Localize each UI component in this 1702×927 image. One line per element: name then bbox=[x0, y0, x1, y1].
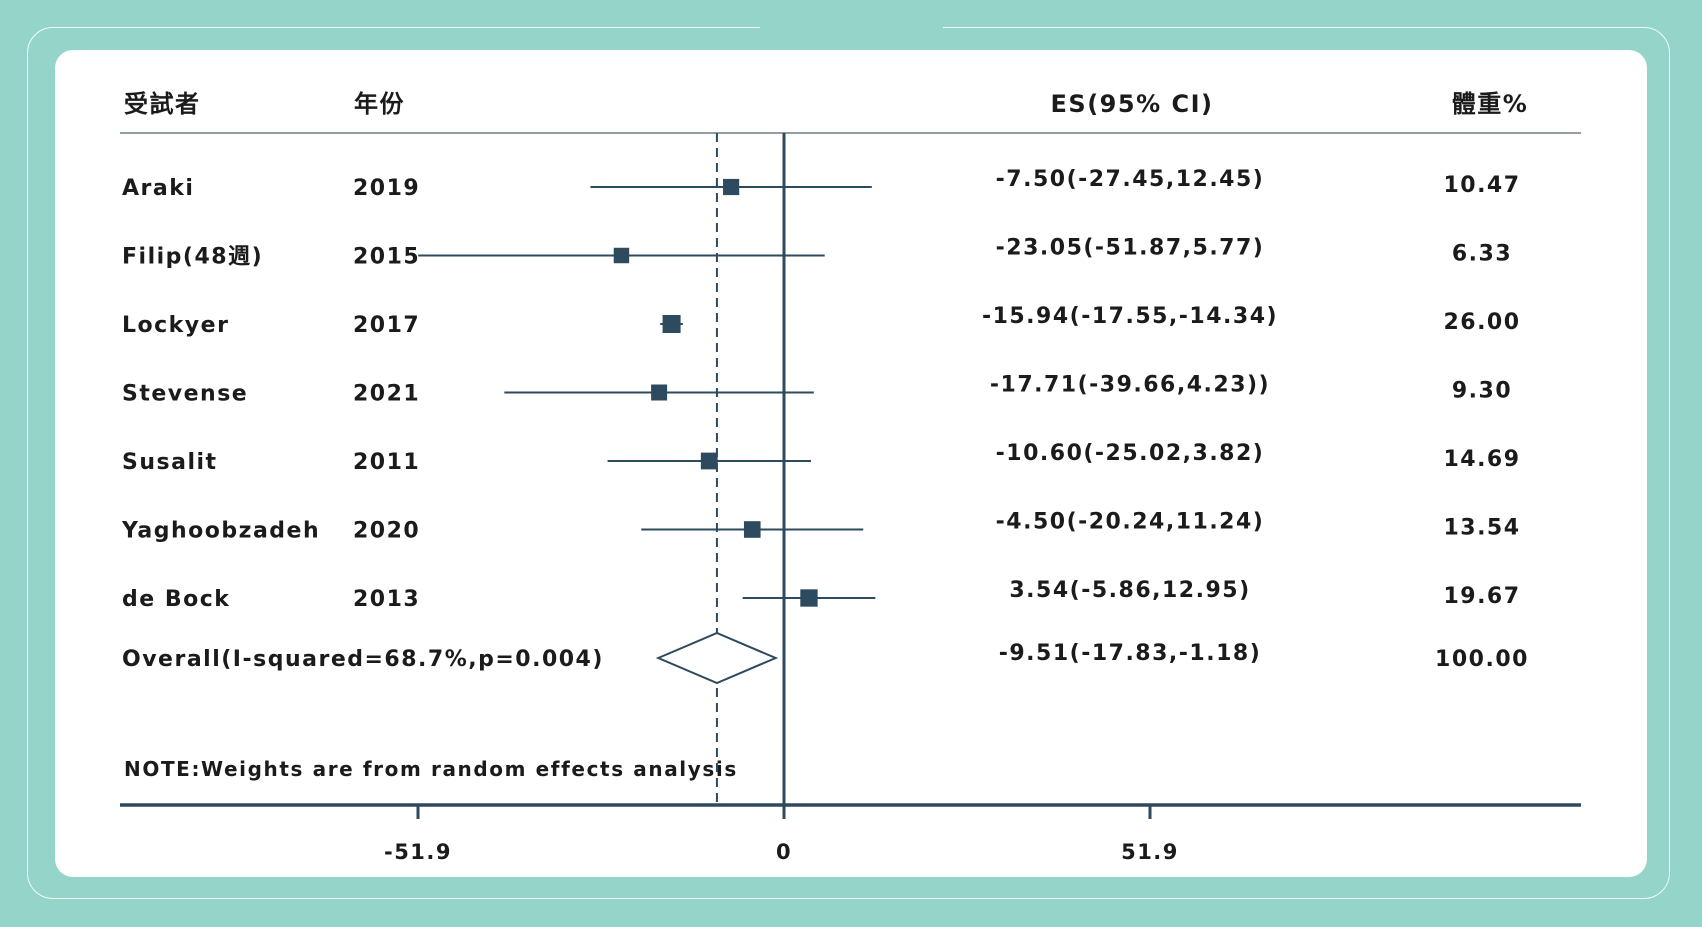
study-name: Susalit bbox=[122, 450, 218, 475]
study-name: Yaghoobzadeh bbox=[121, 519, 320, 544]
rows-layer: Araki 2019 -7.50(-27.45,12.45) 10.47 Filip(4… bbox=[121, 167, 1529, 685]
study-year: 2015 bbox=[353, 245, 420, 270]
weight-percent: 9.30 bbox=[1452, 379, 1512, 404]
header-study: 受試者 bbox=[124, 90, 201, 118]
study-row: Araki 2019 -7.50(-27.45,12.45) 10.47 bbox=[122, 167, 1520, 201]
header-es: ES(95% CI) bbox=[1051, 90, 1214, 118]
effect-size-ci-text: -7.50(-27.45,12.45) bbox=[996, 167, 1265, 192]
x-tick-label-1: 0 bbox=[776, 840, 792, 864]
weights-note: NOTE:Weights are from random effects ana… bbox=[124, 757, 738, 781]
effect-size-marker bbox=[662, 315, 681, 333]
weight-percent: 14.69 bbox=[1443, 447, 1520, 472]
study-name: Filip(48週) bbox=[122, 245, 263, 270]
study-row: de Bock 2013 3.54(-5.86,12.95) 19.67 bbox=[122, 578, 1520, 612]
study-row: Stevense 2021 -17.71(-39.66,4.23)) 9.30 bbox=[122, 373, 1512, 407]
study-name: Araki bbox=[122, 176, 194, 201]
study-year: 2021 bbox=[353, 382, 420, 407]
effect-size-marker bbox=[743, 521, 761, 538]
weight-percent: 6.33 bbox=[1452, 242, 1512, 267]
study-name: Lockyer bbox=[122, 313, 229, 338]
study-name: de Bock bbox=[122, 587, 230, 612]
weight-percent: 19.67 bbox=[1443, 584, 1520, 609]
effect-size-marker bbox=[651, 384, 668, 401]
study-name: Stevense bbox=[122, 382, 248, 407]
effect-size-marker bbox=[800, 589, 818, 607]
overall-weight-percent: 100.00 bbox=[1435, 647, 1529, 672]
weight-percent: 13.54 bbox=[1443, 516, 1520, 541]
study-year: 2020 bbox=[353, 519, 420, 544]
overall-label: Overall(I-squared=68.7%,p=0.004) bbox=[122, 647, 604, 672]
overall-row: Overall(I-squared=68.7%,p=0.004) -9.51(-1… bbox=[122, 631, 1529, 685]
study-row: Susalit 2011 -10.60(-25.02,3.82) 14.69 bbox=[122, 441, 1520, 475]
study-year: 2017 bbox=[353, 313, 420, 338]
overall-diamond bbox=[655, 631, 779, 685]
overall-effect-size-ci-text: -9.51(-17.83,-1.18) bbox=[999, 641, 1262, 666]
header-weight: 體重% bbox=[1452, 90, 1529, 118]
study-year: 2011 bbox=[353, 450, 420, 475]
study-year: 2019 bbox=[353, 176, 420, 201]
effect-size-ci-text: -23.05(-51.87,5.77) bbox=[996, 236, 1265, 261]
effect-size-marker bbox=[723, 178, 740, 196]
header-year: 年份 bbox=[354, 90, 405, 118]
effect-size-ci-text: -4.50(-20.24,11.24) bbox=[996, 510, 1265, 535]
x-tick-label-0: -51.9 bbox=[384, 840, 452, 864]
effect-size-marker bbox=[700, 452, 718, 470]
effect-size-ci-text: -17.71(-39.66,4.23)) bbox=[990, 373, 1270, 398]
study-row: Yaghoobzadeh 2020 -4.50(-20.24,11.24) 13.54 bbox=[121, 510, 1520, 544]
plot-layer: -51.9 0 51.9 bbox=[120, 133, 1581, 864]
weight-percent: 26.00 bbox=[1443, 310, 1520, 335]
study-row: Filip(48週) 2015 -23.05(-51.87,5.77) 6.33 bbox=[122, 236, 1512, 270]
effect-size-ci-text: -15.94(-17.55,-14.34) bbox=[982, 304, 1278, 329]
frame-gap bbox=[760, 20, 943, 36]
study-year: 2013 bbox=[353, 587, 420, 612]
effect-size-ci-text: 3.54(-5.86,12.95) bbox=[1009, 578, 1250, 603]
x-tick-label-2: 51.9 bbox=[1121, 840, 1179, 864]
effect-size-marker bbox=[613, 247, 630, 264]
effect-size-ci-text: -10.60(-25.02,3.82) bbox=[996, 441, 1265, 466]
weight-percent: 10.47 bbox=[1443, 173, 1520, 198]
study-row: Lockyer 2017 -15.94(-17.55,-14.34) 26.00 bbox=[122, 304, 1520, 338]
